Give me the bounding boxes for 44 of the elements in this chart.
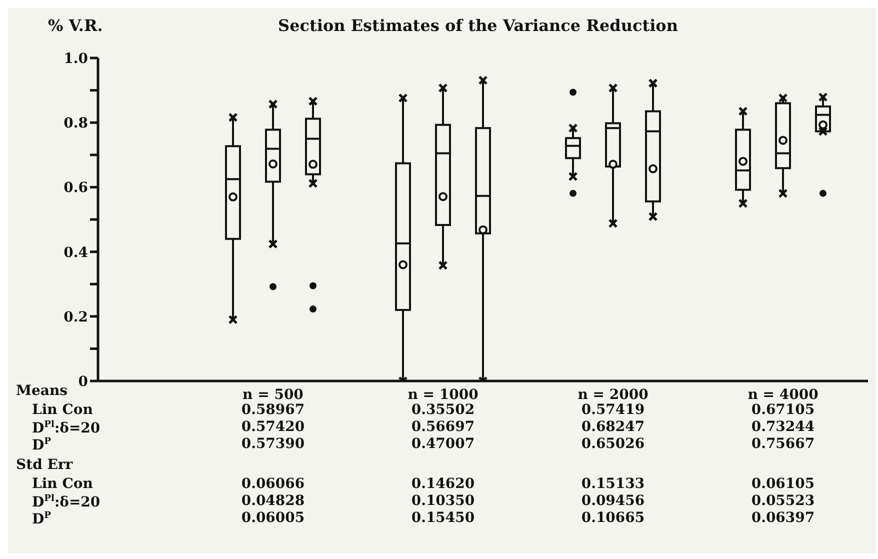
text: 0.56697	[410, 419, 476, 435]
text: 0.57419	[580, 402, 646, 418]
text: Lin Con	[32, 476, 93, 492]
x-tick-label: n = 2000	[578, 386, 649, 403]
text: 0.06105	[750, 476, 816, 492]
text: 0.47007	[410, 436, 476, 452]
text: 0.15450	[410, 510, 476, 526]
text: 0.68247	[580, 419, 646, 435]
text: 0.06066	[240, 476, 306, 492]
chart-title: Section Estimates of the Variance Reduction	[278, 16, 678, 35]
text: D$^{P}$	[32, 436, 51, 454]
text: 0.67105	[750, 402, 816, 418]
x-tick-label: n = 4000	[748, 386, 819, 403]
text: 0.04828	[240, 493, 306, 509]
text: D$^{Pl}$:δ=20	[32, 493, 100, 511]
y-tick-label: 0.6	[64, 180, 88, 196]
y-tick-label: 1.0	[64, 50, 88, 67]
text: 0.65026	[580, 436, 646, 452]
text: 0.06005	[240, 510, 306, 526]
y-tick-label: 0	[78, 374, 88, 390]
text: 0.57390	[240, 436, 306, 452]
text: 0.58967	[240, 402, 306, 418]
text: Std Err	[16, 457, 73, 473]
y-tick-label: 0.4	[64, 244, 88, 261]
text: Lin Con	[32, 402, 93, 418]
text: 0.15133	[580, 476, 646, 492]
y-tick-label: 0.2	[64, 309, 88, 326]
text: 0.10350	[410, 493, 476, 509]
x-tick-label: n = 500	[242, 386, 304, 403]
text: 0.10665	[580, 510, 646, 526]
y-tick-label: 0.8	[64, 116, 88, 132]
text: D$^{P}$	[32, 510, 51, 528]
text: 0.14620	[410, 476, 476, 492]
text: 0.09456	[580, 493, 646, 509]
text: 0.06397	[750, 510, 816, 526]
text: 0.75667	[750, 436, 816, 452]
text: 0.73244	[750, 419, 816, 435]
text: 0.05523	[750, 493, 816, 509]
text: 0.57420	[240, 419, 306, 435]
text: Means	[16, 383, 68, 399]
y-axis-title: % V.R.	[48, 16, 103, 35]
x-tick-label: n = 1000	[408, 386, 479, 403]
text: 0.35502	[410, 402, 476, 418]
text: D$^{Pl}$:δ=20	[32, 419, 100, 437]
